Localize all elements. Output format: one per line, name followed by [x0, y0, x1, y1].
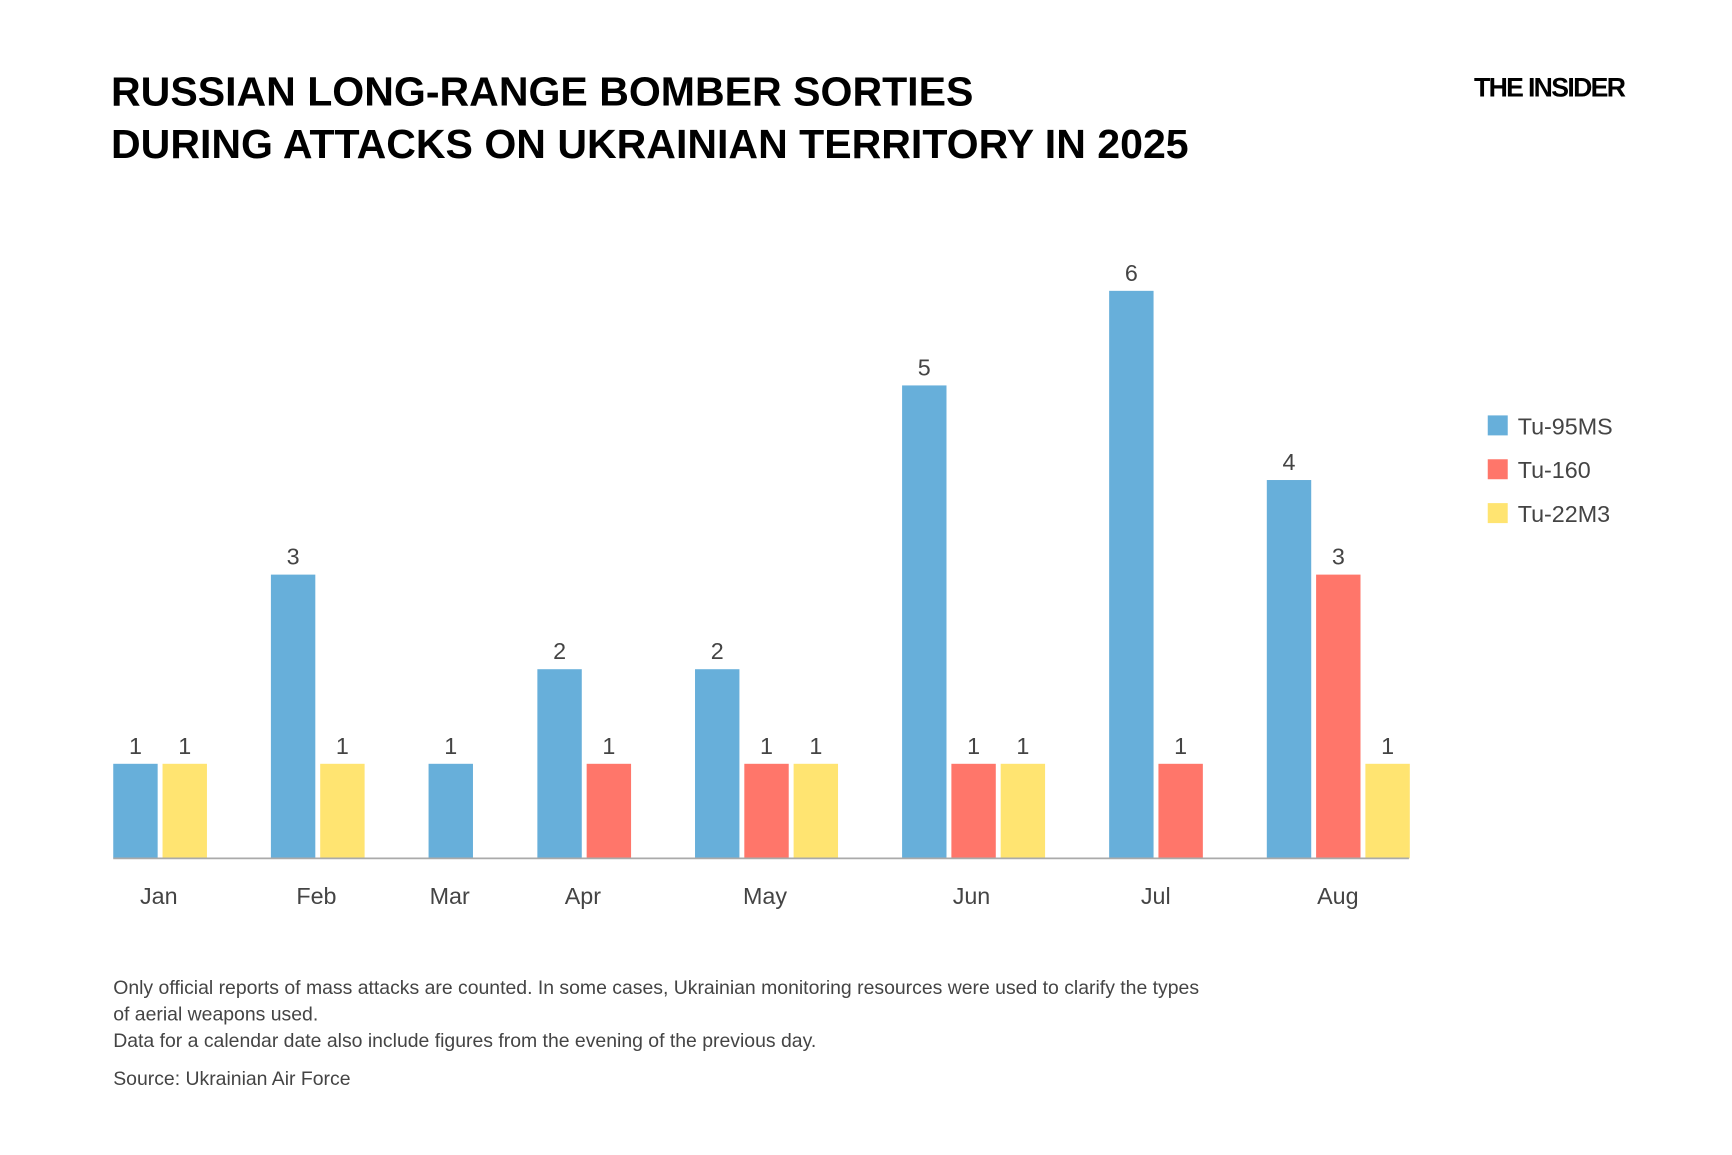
- legend-label-tu-22m3: Tu-22M3: [1518, 501, 1610, 527]
- bar-mar-tu-95ms: [428, 763, 473, 859]
- bar-jul-tu-160: [1158, 763, 1203, 859]
- legend-swatch-tu-160: [1487, 459, 1508, 480]
- legend: Tu-95MS Tu-160 Tu-22M3: [1487, 413, 1613, 527]
- bar-apr-tu-95ms: [537, 669, 582, 859]
- bar-jun-tu-22m3: [1000, 763, 1046, 859]
- data-label: 1: [809, 733, 822, 759]
- data-label: 2: [711, 638, 724, 664]
- data-label: 1: [1016, 733, 1029, 759]
- bar-feb-tu-95ms: [270, 574, 316, 859]
- data-label: 1: [336, 733, 349, 759]
- x-tick-label-mar: Mar: [430, 883, 470, 909]
- bar-apr-tu-160: [586, 763, 632, 859]
- bar-aug-tu-160: [1316, 574, 1361, 859]
- bar-jun-tu-160: [951, 763, 996, 859]
- x-tick-label-jun: Jun: [953, 883, 991, 909]
- data-label: 6: [1125, 260, 1138, 286]
- footnote-line-3: Data for a calendar date also include fi…: [113, 1030, 816, 1052]
- bar-jul-tu-95ms: [1109, 290, 1154, 859]
- bar-jun-tu-95ms: [902, 385, 947, 859]
- x-tick-label-apr: Apr: [565, 883, 601, 909]
- data-label: 2: [553, 638, 566, 664]
- data-label: 4: [1283, 449, 1296, 475]
- x-tick-label-aug: Aug: [1317, 883, 1358, 909]
- legend-swatch-tu-95ms: [1487, 415, 1508, 436]
- data-label: 1: [1381, 733, 1394, 759]
- data-label: 5: [918, 354, 931, 380]
- x-axis-labels: Jan Feb Mar Apr May Jun Jul Aug: [140, 883, 1359, 909]
- bar-feb-tu-22m3: [320, 763, 365, 859]
- data-label: 1: [602, 733, 615, 759]
- data-label: 1: [178, 733, 191, 759]
- bar-jan-tu-22m3: [162, 763, 207, 859]
- chart-title-line-1: RUSSIAN LONG-RANGE BOMBER SORTIES: [111, 69, 973, 115]
- data-label: 1: [760, 733, 773, 759]
- footnote-line-2: of aerial weapons used.: [113, 1003, 318, 1025]
- bar-may-tu-95ms: [695, 669, 740, 859]
- legend-label-tu-160: Tu-160: [1518, 457, 1591, 483]
- legend-swatch-tu-22m3: [1487, 503, 1508, 524]
- the-insider-logo: THE INSIDER: [1474, 73, 1626, 103]
- data-label: 1: [129, 733, 142, 759]
- x-tick-label-may: May: [743, 883, 787, 909]
- data-label: 1: [444, 733, 457, 759]
- source-note: Source: Ukrainian Air Force: [113, 1068, 350, 1090]
- bar-aug-tu-95ms: [1266, 480, 1312, 859]
- data-label: 1: [1174, 733, 1187, 759]
- bar-may-tu-22m3: [793, 763, 839, 859]
- data-label: 3: [287, 544, 300, 570]
- footnote-line-1: Only official reports of mass attacks ar…: [113, 977, 1199, 999]
- x-tick-label-feb: Feb: [296, 883, 336, 909]
- bar-may-tu-160: [744, 763, 789, 859]
- data-label: 3: [1332, 544, 1345, 570]
- bar-jan-tu-95ms: [113, 763, 158, 859]
- bar-aug-tu-22m3: [1365, 763, 1410, 859]
- x-tick-label-jul: Jul: [1141, 883, 1171, 909]
- data-label: 1: [967, 733, 980, 759]
- x-tick-label-jan: Jan: [140, 883, 178, 909]
- chart-title-line-2: DURING ATTACKS ON UKRAINIAN TERRITORY IN…: [111, 121, 1189, 167]
- legend-label-tu-95ms: Tu-95MS: [1518, 413, 1613, 439]
